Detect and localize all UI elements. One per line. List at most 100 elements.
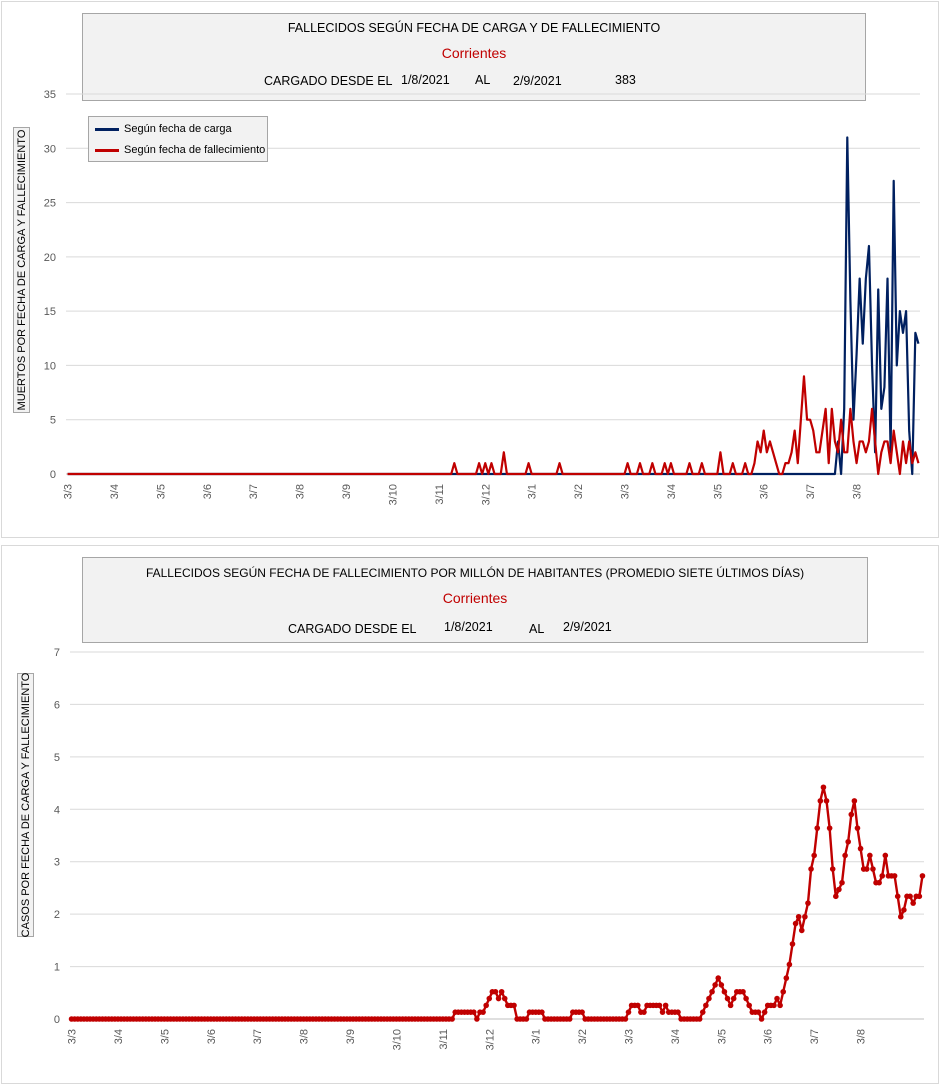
y-tick-label: 30 (44, 143, 56, 155)
data-point (864, 866, 870, 872)
y-tick-label: 35 (44, 89, 56, 101)
data-point (483, 1003, 489, 1009)
data-point (917, 894, 923, 900)
data-point (833, 894, 839, 900)
data-point (910, 900, 916, 906)
x-tick-label: 3/10 (387, 484, 399, 505)
data-point (774, 996, 780, 1002)
data-point (805, 900, 811, 906)
data-point (700, 1009, 706, 1015)
data-point (901, 907, 907, 913)
x-tick-label: 3/8 (856, 1029, 868, 1044)
data-point (895, 894, 901, 900)
x-tick-label: 3/4 (109, 484, 121, 499)
x-tick-label: 3/12 (480, 484, 492, 505)
data-point (539, 1009, 545, 1015)
legend-label-fallecimiento: Según fecha de fallecimiento (124, 144, 265, 156)
data-point (814, 825, 820, 831)
x-tick-label: 3/1 (531, 1029, 543, 1044)
data-point (471, 1009, 477, 1015)
data-point (660, 1009, 666, 1015)
data-point (855, 825, 861, 831)
y-tick-label: 2 (54, 909, 60, 921)
data-point (802, 914, 808, 920)
data-point (780, 989, 786, 995)
data-point (715, 975, 721, 981)
data-point (635, 1003, 641, 1009)
data-point (480, 1009, 486, 1015)
y-tick-label: 1 (54, 962, 60, 974)
data-point (496, 996, 502, 1002)
data-point (830, 866, 836, 872)
data-point (524, 1016, 530, 1022)
data-point (626, 1009, 632, 1015)
y-tick-label: 20 (44, 252, 56, 264)
y-tick-label: 4 (54, 804, 60, 816)
data-point (808, 866, 814, 872)
data-point (474, 1016, 480, 1022)
data-point (858, 846, 864, 852)
data-point (641, 1009, 647, 1015)
y-tick-label: 7 (54, 647, 60, 659)
chart-panel-carga-fallecimiento: FALLECIDOS SEGÚN FECHA DE CARGA Y DE FAL… (1, 1, 939, 538)
data-point (818, 798, 824, 804)
data-point (762, 1009, 768, 1015)
data-point (898, 914, 904, 920)
legend: Según fecha de carga Según fecha de fall… (88, 116, 268, 162)
data-point (502, 996, 508, 1002)
x-tick-label: 3/4 (670, 1029, 682, 1044)
x-tick-label: 3/11 (438, 1029, 450, 1050)
x-tick-label: 3/8 (299, 1029, 311, 1044)
x-tick-label: 3/5 (712, 484, 724, 499)
data-point (579, 1009, 585, 1015)
data-point (743, 996, 749, 1002)
data-point (725, 996, 731, 1002)
data-point (790, 941, 796, 947)
x-tick-label: 3/3 (63, 484, 75, 499)
data-point (697, 1016, 703, 1022)
y-tick-label: 15 (44, 306, 56, 318)
x-tick-label: 3/2 (573, 484, 585, 499)
data-point (907, 894, 913, 900)
y-tick-label: 25 (44, 198, 56, 210)
x-tick-label: 3/7 (252, 1029, 264, 1044)
data-point (728, 1003, 734, 1009)
data-point (892, 873, 898, 879)
x-tick-label: 3/6 (202, 484, 214, 499)
x-tick-label: 3/11 (434, 484, 446, 505)
legend-swatch-fallecimiento (95, 149, 119, 152)
x-tick-label: 3/9 (345, 1029, 357, 1044)
y-tick-label: 3 (54, 857, 60, 869)
y-tick-label: 5 (54, 752, 60, 764)
data-point (796, 914, 802, 920)
data-point (511, 1003, 517, 1009)
x-tick-label: 3/7 (248, 484, 260, 499)
x-tick-label: 3/3 (67, 1029, 79, 1044)
data-point (836, 887, 842, 893)
series-line-2 (68, 376, 919, 474)
x-tick-label: 3/3 (620, 484, 632, 499)
data-point (867, 853, 873, 859)
series-line-1 (68, 137, 919, 474)
x-tick-label: 3/7 (809, 1029, 821, 1044)
data-point (876, 880, 882, 886)
x-tick-label: 3/3 (624, 1029, 636, 1044)
x-tick-label: 3/1 (527, 484, 539, 499)
x-tick-label: 3/5 (155, 484, 167, 499)
data-point (920, 873, 926, 879)
x-tick-label: 3/7 (805, 484, 817, 499)
data-point (712, 982, 718, 988)
data-point (879, 873, 885, 879)
data-point (771, 1003, 777, 1009)
chart-carga-fallecimiento: 0 5 10 15 20 25 30 35 3/3 3/4 3/5 3/6 3/7 3/8 3/9 3/10 3… (2, 2, 938, 537)
x-tick-label: 3/9 (341, 484, 353, 499)
data-point (567, 1016, 573, 1022)
data-point (709, 989, 715, 995)
y-tick-label: 0 (54, 1014, 60, 1026)
legend-item-fallecimiento: Según fecha de fallecimiento (95, 143, 265, 157)
data-point (703, 1003, 709, 1009)
data-point (824, 798, 830, 804)
y-tick-label: 5 (50, 415, 56, 427)
data-point (759, 1016, 765, 1022)
y-tick-label: 0 (50, 469, 56, 481)
